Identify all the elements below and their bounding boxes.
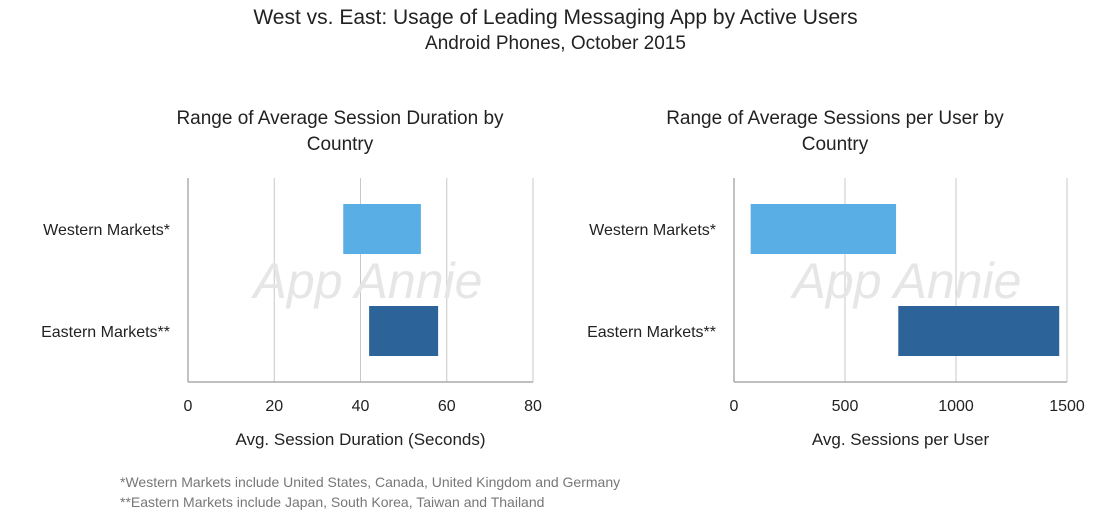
chart-1-category-label: Western Markets*	[43, 222, 170, 239]
chart-2-x-tick-label: 500	[832, 398, 859, 415]
chart-1-x-tick-label: 0	[184, 398, 193, 415]
footnote-western: *Western Markets include United States, …	[120, 474, 621, 490]
main-title: West vs. East: Usage of Leading Messagin…	[253, 6, 858, 29]
chart-1-bar-western	[343, 204, 421, 254]
chart-1-x-tick-label: 20	[265, 398, 283, 415]
chart-2-category-label: Eastern Markets**	[587, 324, 716, 341]
chart-1-bar-eastern	[369, 306, 439, 356]
chart-1-x-tick-label: 60	[438, 398, 456, 415]
chart-2-watermark-logo: App Annie	[790, 253, 1022, 309]
sub-title: Android Phones, October 2015	[425, 33, 686, 54]
chart-2-x-tick-label: 1500	[1049, 398, 1085, 415]
chart-1-x-axis-title: Avg. Session Duration (Seconds)	[235, 430, 485, 449]
chart-1-category-label: Eastern Markets**	[41, 324, 170, 341]
footnote-eastern: **Eastern Markets include Japan, South K…	[120, 494, 545, 510]
chart-2-title-line-2: Country	[801, 134, 869, 155]
chart-2-x-tick-label: 0	[730, 398, 739, 415]
chart-2-bar-eastern	[898, 306, 1060, 356]
chart-1-title-line-2: Country	[306, 134, 374, 155]
chart-2-title: Range of Average Sessions per User by Co…	[595, 106, 1075, 158]
chart-2-bar-western	[750, 204, 897, 254]
chart-2-category-label: Western Markets*	[589, 222, 716, 239]
chart-1-title-line-1: Range of Average Session Duration by	[176, 108, 504, 129]
chart-1-x-tick-label: 40	[352, 398, 370, 415]
chart-1-watermark-logo: App Annie	[251, 253, 483, 309]
chart-2-x-tick-label: 1000	[938, 398, 974, 415]
chart-1-x-tick-label: 80	[524, 398, 542, 415]
chart-2-title-line-1: Range of Average Sessions per User by	[666, 108, 1004, 129]
chart-1-title: Range of Average Session Duration by Cou…	[100, 106, 580, 158]
chart-2-x-axis-title: Avg. Sessions per User	[812, 430, 990, 449]
